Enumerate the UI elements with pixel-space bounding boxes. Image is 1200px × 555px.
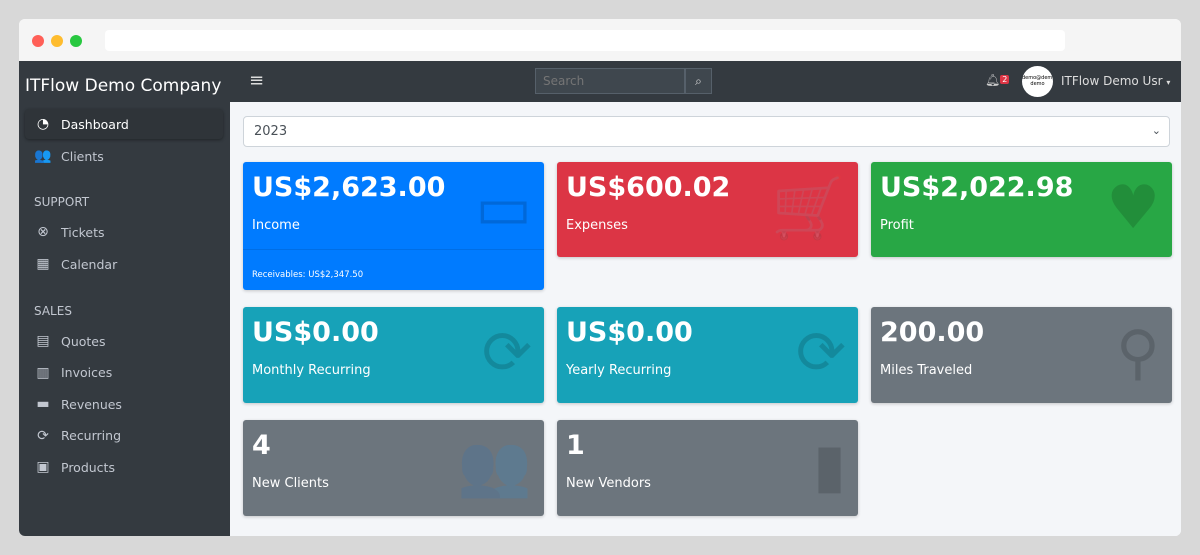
sidebar-item-products[interactable]: ▣ Products: [25, 452, 223, 482]
browser-chrome: [19, 19, 1181, 61]
stat-value: US$600.02: [566, 172, 731, 203]
notification-badge: 2: [1000, 75, 1010, 84]
sidebar-item-label: Recurring: [61, 428, 121, 443]
notifications-button[interactable]: 🔔︎ 2: [985, 73, 1010, 87]
stat-value: US$2,623.00: [252, 172, 446, 203]
year-value: 2023: [254, 124, 288, 139]
stat-value: 4: [252, 430, 271, 461]
file-icon: ▤: [36, 333, 50, 349]
stat-label: Income: [252, 218, 300, 233]
calendar-icon: ▦: [36, 256, 50, 272]
tachometer-icon: ◔: [36, 116, 50, 132]
stat-card-income[interactable]: US$2,623.00 Income ▭ Receivables: US$2,34…: [243, 162, 544, 290]
sidebar-item-revenues[interactable]: ▬ Revenues: [25, 389, 223, 419]
bell-icon: 🔔︎: [985, 73, 1001, 87]
search-form: ⌕: [535, 68, 712, 94]
minimize-dot[interactable]: [51, 35, 63, 47]
menu-toggle-icon[interactable]: ≡: [249, 70, 265, 91]
year-select[interactable]: 2023 ⌄: [243, 116, 1170, 147]
search-icon: ⌕: [695, 73, 702, 88]
stat-card-yearly-recurring[interactable]: US$0.00 Yearly Recurring ⟳: [557, 307, 858, 403]
avatar[interactable]: demo@demo demo: [1022, 66, 1053, 97]
stat-card-new-vendors[interactable]: 1 New Vendors ▮: [557, 420, 858, 516]
stat-icon: ♥: [1106, 173, 1160, 243]
receivables-footer: Receivables: US$2,347.50: [243, 249, 544, 290]
sidebar: ITFlow Demo Company ◔ Dashboard 👥 Clients SU…: [19, 61, 230, 536]
search-input[interactable]: [535, 68, 685, 94]
brand[interactable]: ITFlow Demo Company: [25, 76, 222, 96]
stat-value: US$0.00: [566, 317, 693, 348]
users-icon: 👥: [34, 148, 52, 164]
stat-label: New Clients: [252, 476, 329, 491]
sidebar-item-clients[interactable]: 👥 Clients: [25, 141, 223, 171]
sidebar-item-tickets[interactable]: ⊗ Tickets: [25, 217, 223, 247]
stat-value: US$2,022.98: [880, 172, 1074, 203]
chevron-down-icon: ⌄: [1151, 124, 1161, 137]
sidebar-item-calendar[interactable]: ▦ Calendar: [25, 249, 223, 279]
stat-icon: 👥: [457, 431, 532, 501]
sidebar-item-quotes[interactable]: ▤ Quotes: [25, 326, 223, 356]
stat-card-miles-traveled[interactable]: 200.00 Miles Traveled ⚲: [871, 307, 1172, 403]
user-name: ITFlow Demo Usr: [1061, 74, 1163, 88]
stat-icon: 🛒: [771, 173, 846, 243]
stat-label: Profit: [880, 218, 914, 233]
maximize-dot[interactable]: [70, 35, 82, 47]
stat-label: New Vendors: [566, 476, 651, 491]
sidebar-item-dashboard[interactable]: ◔ Dashboard: [25, 109, 223, 139]
sidebar-item-label: Products: [61, 459, 115, 475]
stat-icon: ⚲: [1116, 318, 1160, 388]
browser-window: ITFlow Demo Company ◔ Dashboard 👥 Clients SU…: [19, 19, 1181, 536]
sidebar-item-label: Tickets: [61, 224, 105, 240]
life-ring-icon: ⊗: [37, 224, 49, 240]
stat-value: 200.00: [880, 317, 985, 348]
sidebar-item-label: Clients: [61, 148, 104, 164]
sidebar-item-label: Revenues: [61, 396, 122, 412]
stat-icon: ▭: [475, 173, 532, 243]
stat-label: Monthly Recurring: [252, 363, 371, 378]
stat-label: Expenses: [566, 218, 628, 233]
sidebar-item-label: Calendar: [61, 256, 118, 272]
stat-icon: ⟳: [481, 318, 532, 388]
sidebar-item-label: Quotes: [61, 333, 106, 349]
stat-icon: ⟳: [795, 318, 846, 388]
top-navbar: ≡ ⌕ 🔔︎2 demo@demo demo ITFlow Demo Usr ▾: [230, 61, 1181, 102]
address-bar[interactable]: [105, 30, 1065, 51]
sidebar-item-recurring[interactable]: ⟳ Recurring: [25, 421, 223, 451]
caret-down-icon: ▾: [1166, 78, 1171, 87]
stat-card-monthly-recurring[interactable]: US$0.00 Monthly Recurring ⟳: [243, 307, 544, 403]
invoice-icon: ▥: [36, 364, 50, 381]
sidebar-item-label: Dashboard: [61, 116, 129, 132]
user-menu[interactable]: ITFlow Demo Usr ▾: [1061, 74, 1170, 88]
box-icon: ▣: [36, 459, 50, 475]
close-dot[interactable]: [32, 35, 44, 47]
sync-icon: ⟳: [37, 427, 49, 444]
dashboard-content: 2023 ⌄ US$2,623.00 Income ▭ Receivables: U…: [230, 102, 1181, 536]
stat-label: Yearly Recurring: [566, 363, 672, 378]
sidebar-item-label: Invoices: [61, 365, 113, 380]
search-button[interactable]: ⌕: [685, 68, 712, 94]
stat-value: 1: [566, 430, 585, 461]
stat-value: US$0.00: [252, 317, 379, 348]
sidebar-item-invoices[interactable]: ▥ Invoices: [25, 358, 223, 388]
sidebar-header: SALES: [34, 304, 72, 318]
stat-card-new-clients[interactable]: 4 New Clients 👥: [243, 420, 544, 516]
stat-card-profit[interactable]: US$2,022.98 Profit ♥: [871, 162, 1172, 257]
stat-icon: ▮: [812, 431, 846, 501]
credit-card-icon: ▬: [36, 396, 50, 412]
sidebar-header: SUPPORT: [34, 195, 90, 209]
stat-card-expenses[interactable]: US$600.02 Expenses 🛒: [557, 162, 858, 257]
stat-label: Miles Traveled: [880, 363, 973, 378]
